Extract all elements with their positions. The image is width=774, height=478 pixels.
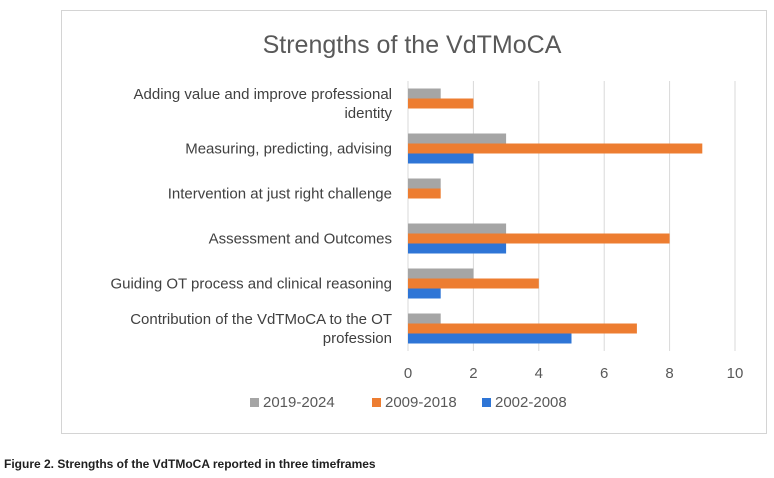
legend-swatch	[482, 398, 491, 407]
x-tick-label: 8	[665, 365, 673, 382]
bar	[408, 333, 572, 344]
category-label: Adding value and improve professional ide…	[134, 86, 393, 122]
bar	[408, 323, 637, 334]
figure-caption: Figure 2. Strengths of the VdTMoCA repor…	[4, 457, 376, 471]
category-label: Guiding OT process and clinical reasonin…	[110, 276, 392, 293]
category-label: Measuring, predicting, advising	[185, 141, 392, 158]
legend-label: 2002-2008	[495, 394, 567, 411]
legend-label: 2019-2024	[263, 394, 335, 411]
bar-chart: Strengths of the VdTMoCA Adding value an…	[110, 31, 744, 411]
bar	[408, 153, 474, 164]
x-tick-label: 10	[727, 365, 744, 382]
x-tick-label: 2	[469, 365, 477, 382]
bar	[408, 243, 507, 254]
x-tick-label: 4	[535, 365, 543, 382]
category-label: Contribution of the VdTMoCA to the OT pro…	[130, 311, 392, 347]
bar	[408, 278, 539, 289]
bar	[408, 313, 441, 324]
bar	[408, 233, 670, 244]
bar	[408, 188, 441, 199]
bar	[408, 268, 474, 279]
bar	[408, 288, 441, 299]
x-tick-label: 0	[404, 365, 412, 382]
legend-swatch	[372, 398, 381, 407]
legend-label: 2009-2018	[385, 394, 457, 411]
bar	[408, 178, 441, 189]
bar	[408, 143, 703, 154]
chart-title: Strengths of the VdTMoCA	[263, 31, 562, 59]
legend-swatch	[250, 398, 259, 407]
chart-frame: Strengths of the VdTMoCA Adding value an…	[61, 10, 767, 434]
bar	[408, 223, 507, 234]
bar	[408, 133, 507, 144]
bar	[408, 88, 441, 99]
category-label: Assessment and Outcomes	[209, 231, 392, 248]
category-label: Intervention at just right challenge	[168, 186, 392, 203]
bar	[408, 98, 474, 109]
x-tick-label: 6	[600, 365, 608, 382]
